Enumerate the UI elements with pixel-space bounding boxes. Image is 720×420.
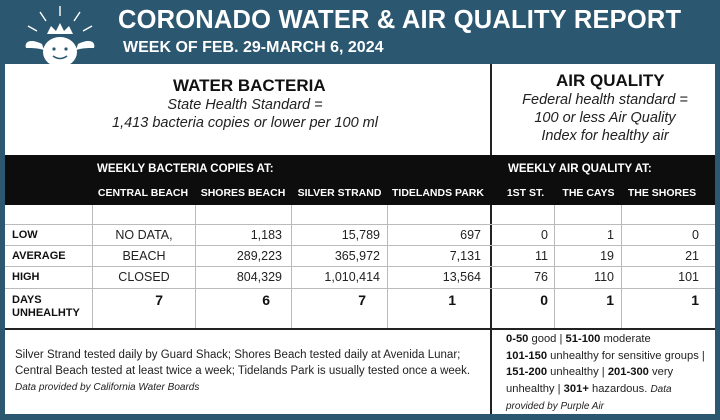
table-header-band — [5, 155, 715, 205]
cell-high-the-shores: 101 — [678, 270, 699, 284]
column-1st-st: 1ST ST. — [506, 187, 545, 199]
column-central-beach: CENTRAL BEACH — [97, 187, 189, 199]
cell-low-central-beach: NO DATA, — [115, 228, 173, 242]
grid-line — [5, 245, 715, 246]
air-standard-line3: Index for healthy air — [541, 128, 669, 144]
cell-average-1st-st: 11 — [535, 249, 548, 263]
air-section-title: AIR QUALITY — [556, 71, 665, 90]
row-label-days-line1: DAYS — [12, 294, 42, 306]
cell-high-central-beach: CLOSED — [118, 270, 170, 284]
cell-average-shores-beach: 289,223 — [236, 249, 282, 263]
air-data-credit: Data provided by Purple Air — [506, 383, 672, 413]
cell-high-the-cays: 110 — [594, 270, 614, 284]
cell-days-silver-strand: 7 — [358, 292, 366, 308]
cell-days-central-beach: 7 — [155, 292, 163, 308]
aqi-range-label: unhealthy — [550, 366, 599, 378]
report-panel — [5, 64, 715, 414]
column-tidelands-park: TIDELANDS PARK — [392, 187, 484, 199]
grid-line — [5, 224, 715, 225]
air-standard-line1: Federal health standard = — [522, 92, 688, 108]
row-label-low: LOW — [12, 229, 38, 241]
report-header: CORONADO WATER & AIR QUALITY REPORT WEEK… — [0, 0, 720, 78]
aqi-range: 201-300 — [607, 366, 649, 378]
cell-days-the-shores: 1 — [691, 292, 699, 308]
column-silver-strand: SILVER STRAND — [297, 187, 382, 199]
water-section-title: WATER BACTERIA — [173, 76, 326, 95]
cell-low-silver-strand: 15,789 — [341, 228, 380, 242]
cell-average-the-shores: 21 — [685, 249, 699, 263]
aqi-range-label: good — [531, 333, 557, 345]
water-standard: State Health Standard = 1,413 bacteria c… — [60, 96, 430, 132]
water-data-credit: Data provided by California Water Boards — [15, 382, 200, 393]
aqi-legend: 0-50 good | 51-100 moderate 101-150 unhe… — [506, 333, 705, 413]
report-title: CORONADO WATER & AIR QUALITY REPORT — [118, 6, 682, 34]
section-divider — [490, 64, 492, 414]
aqi-range: 51-100 — [565, 333, 601, 345]
water-notes-text: Silver Strand tested daily by Guard Shac… — [15, 349, 471, 377]
aqi-range-label: very unhealthy — [506, 366, 674, 395]
aqi-range: 151-200 — [506, 366, 548, 378]
air-band-label: WEEKLY AIR QUALITY AT: — [508, 163, 652, 175]
water-standard-line1: State Health Standard = — [167, 97, 323, 113]
cell-days-shores-beach: 6 — [262, 292, 270, 308]
grid-line — [5, 266, 715, 267]
water-band-label: WEEKLY BACTERIA COPIES AT: — [97, 163, 274, 175]
aqi-range: 101-150 — [506, 349, 548, 362]
row-label-days-line2: UNHEALHTY — [12, 307, 80, 319]
cell-average-tidelands-park: 7,131 — [449, 249, 481, 263]
cell-days-tidelands-park: 1 — [448, 292, 456, 308]
cell-days-1st-st: 0 — [540, 292, 548, 308]
cell-average-silver-strand: 365,972 — [334, 249, 380, 263]
air-standard-line2: 100 or less Air Quality — [534, 110, 676, 126]
aqi-range: 301+ — [563, 382, 589, 395]
cell-low-shores-beach: 1,183 — [250, 228, 282, 242]
aqi-range-label: hazardous. — [591, 382, 648, 395]
cell-days-the-cays: 1 — [606, 292, 614, 308]
column-the-cays: THE CAYS — [562, 187, 615, 199]
cell-high-shores-beach: 804,329 — [236, 270, 282, 284]
cell-low-1st-st: 0 — [541, 228, 548, 242]
aqi-range-label: unhealthy for sensitive groups — [550, 349, 699, 362]
report-week: WEEK OF FEB. 29-MARCH 6, 2024 — [123, 39, 384, 56]
cell-high-silver-strand: 1,010,414 — [324, 270, 380, 284]
cell-low-the-shores: 0 — [692, 228, 699, 242]
row-label-average: AVERAGE — [12, 250, 66, 262]
water-standard-line2: 1,413 bacteria copies or lower per 100 m… — [112, 115, 378, 131]
cell-low-the-cays: 1 — [607, 228, 614, 242]
cell-high-1st-st: 76 — [534, 270, 548, 284]
cell-average-the-cays: 19 — [600, 249, 614, 263]
column-shores-beach: SHORES BEACH — [200, 187, 286, 199]
cell-average-central-beach: BEACH — [122, 249, 166, 263]
water-sampling-notes: Silver Strand tested daily by Guard Shac… — [15, 347, 480, 396]
grid-line — [5, 288, 715, 289]
cell-high-tidelands-park: 13,564 — [442, 270, 481, 284]
row-label-days: DAYS UNHEALHTY — [12, 294, 80, 320]
air-standard: Federal health standard = 100 or less Ai… — [500, 91, 710, 145]
column-the-shores: THE SHORES — [627, 187, 697, 199]
cell-low-tidelands-park: 697 — [460, 228, 481, 242]
aqi-range: 0-50 — [506, 333, 529, 345]
row-label-high: HIGH — [12, 271, 40, 283]
table-bottom-rule — [5, 328, 715, 330]
aqi-range-label: moderate — [603, 333, 651, 345]
